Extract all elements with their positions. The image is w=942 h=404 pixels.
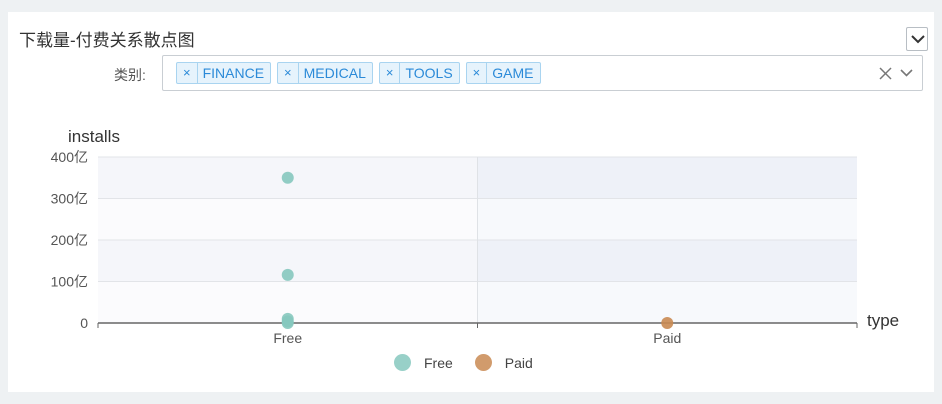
x-axis-label: type xyxy=(867,311,899,330)
tag-finance: × FINANCE xyxy=(176,62,272,84)
data-point-free xyxy=(281,268,294,281)
y-tick-label: 400亿 xyxy=(51,149,88,165)
legend-marker xyxy=(394,354,411,371)
y-tick-label: 100亿 xyxy=(51,274,88,290)
y-tick-label: 200亿 xyxy=(51,232,88,248)
category-filter-label: 类别: xyxy=(114,67,146,83)
tag-label: FINANCE xyxy=(202,65,265,81)
legend-item-free[interactable]: Free xyxy=(394,354,453,371)
data-point-free xyxy=(281,317,294,329)
category-multiselect[interactable]: × FINANCE × MEDICAL × TOOLS × GAME xyxy=(162,55,923,91)
legend-label: Free xyxy=(424,354,453,371)
tag-tools: × TOOLS xyxy=(378,62,460,84)
x-tick-label: Free xyxy=(273,330,302,346)
tag-label: MEDICAL xyxy=(303,65,366,81)
y-tick-label: 0 xyxy=(80,315,88,331)
chevron-down-icon[interactable] xyxy=(900,69,913,77)
tag-remove-button[interactable]: × xyxy=(380,63,401,83)
tag-label: GAME xyxy=(492,65,534,81)
x-tick-label: Paid xyxy=(653,330,681,346)
collapse-button[interactable] xyxy=(906,27,928,51)
y-tick-label: 300亿 xyxy=(51,191,88,207)
tag-remove-button[interactable]: × xyxy=(278,63,299,83)
tag-label: TOOLS xyxy=(405,65,453,81)
tag-medical: × MEDICAL xyxy=(277,62,373,84)
panel-title: 下载量-付费关系散点图 xyxy=(19,31,195,50)
data-point-free xyxy=(281,171,294,184)
y-axis-label: installs xyxy=(68,127,120,146)
data-point-paid xyxy=(661,316,674,329)
legend-label: Paid xyxy=(504,354,533,371)
legend-item-paid[interactable]: Paid xyxy=(474,354,533,371)
legend-marker xyxy=(474,354,492,371)
selected-tags: × FINANCE × MEDICAL × TOOLS × GAME xyxy=(176,62,541,84)
chart-legend: Free Paid xyxy=(394,354,533,371)
tag-remove-button[interactable]: × xyxy=(177,63,198,83)
clear-icon[interactable] xyxy=(879,67,892,80)
chevron-down-icon xyxy=(911,35,925,44)
tag-game: × GAME xyxy=(465,62,541,84)
tag-remove-button[interactable]: × xyxy=(467,63,488,83)
